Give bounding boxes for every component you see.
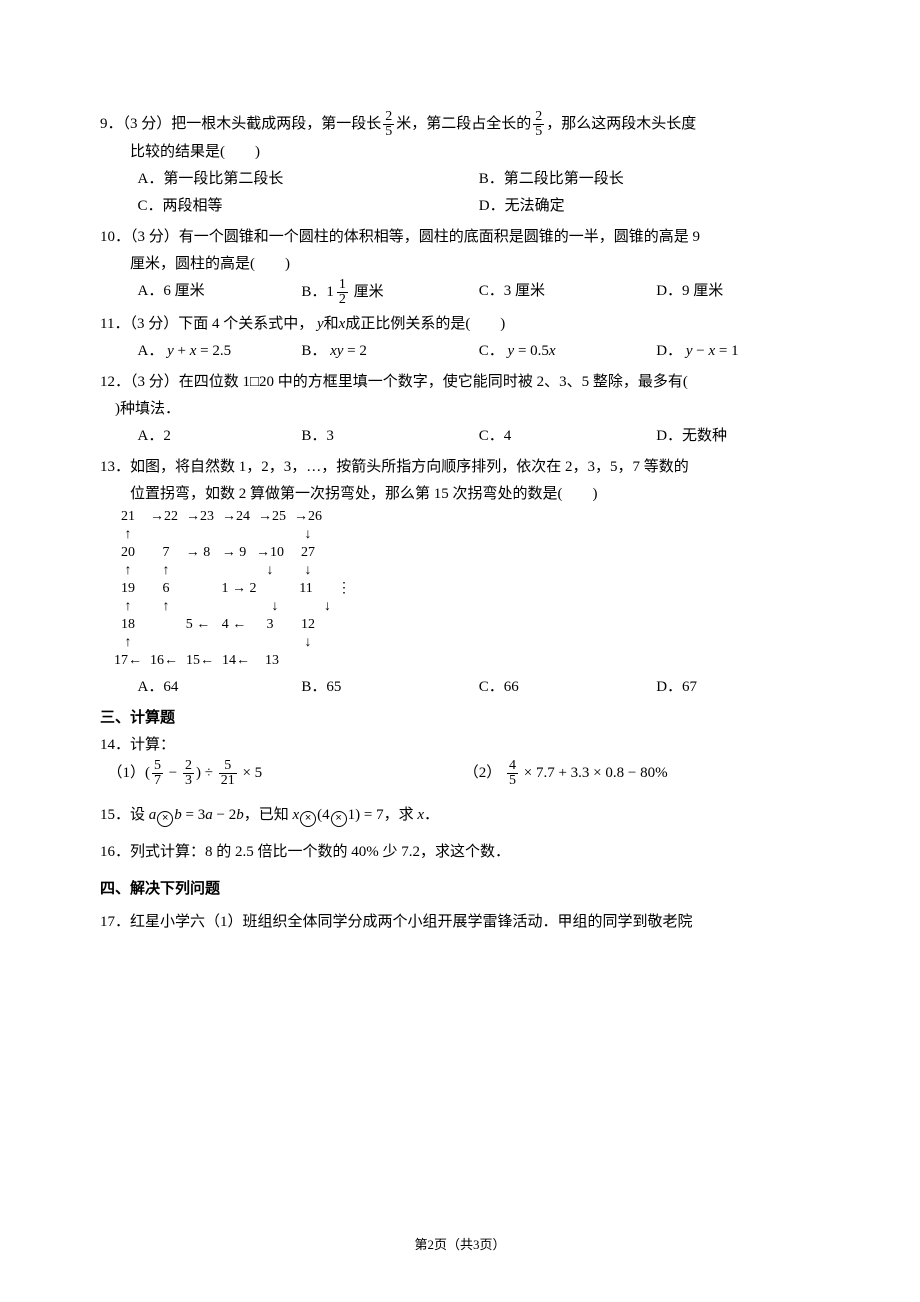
fraction-2-5-a: 25 [383,110,394,139]
q11-option-a: A． y + x = 2.5 [138,338,302,365]
spiral-diagram: 21→22→23→24→25→26 ↑↓ 207→ 8→ 9→1027 ↑↑↓↓… [110,508,820,670]
q10-line2: 厘米，圆柱的高是( ) [100,251,820,278]
page: 9．（3 分）把一根木头截成两段，第一段长25米，第二段占全长的25，那么这两段… [0,0,920,1302]
var-a2: a [205,807,213,823]
q10-option-a: A．6 厘米 [138,278,302,307]
question-15: 15．设 a×b = 3a − 2b，已知 x×(4×1) = 7，求 x． [100,802,820,829]
otimes-icon: × [157,811,173,827]
q14-parts: （1）(57 − 23) ÷ 521 × 5 （2） 45 × 7.7 + 3.… [100,759,820,788]
q15-eq: = 3 [182,807,205,823]
question-10: 10．（3 分）有一个圆锥和一个圆柱的体积相等，圆柱的底面积是圆锥的一半，圆锥的… [100,224,820,307]
question-16: 16．列式计算：8 的 2.5 倍比一个数的 40% 少 7.2，求这个数． [100,839,820,866]
otimes-icon-3: × [331,811,347,827]
q15-mid: ，已知 [244,807,293,823]
q12-option-d: D．无数种 [656,423,820,450]
question-17: 17．红星小学六（1）班组织全体同学分成两个小组开展学雷锋活动．甲组的同学到敬老… [100,909,820,936]
q11-stem: 11．（3 分）下面 4 个关系式中， y和x成正比例关系的是( ) [100,311,820,338]
var-x-2: x [292,807,299,823]
q12-option-b: B．3 [301,423,478,450]
section-3-title: 三、计算题 [100,705,820,732]
q12-option-a: A．2 [138,423,302,450]
q10-option-b: B．112 厘米 [301,278,478,307]
mixed-1-1-2: 112 [326,278,350,307]
q13-option-c: C．66 [479,674,656,701]
question-14: 14．计算： （1）(57 − 23) ÷ 521 × 5 （2） 45 × 7… [100,732,820,788]
q9-option-b: B．第二段比第一段长 [479,166,820,193]
q15-dot: ． [424,807,439,823]
q12-options: A．2 B．3 C．4 D．无数种 [100,423,820,450]
q10-option-c: C．3 厘米 [479,278,656,307]
q13-options: A．64 B．65 C．66 D．67 [100,674,820,701]
q10-option-d: D．9 厘米 [656,278,820,307]
section-4-title: 四、解决下列问题 [100,876,820,903]
q14-part-2: （2） 45 × 7.7 + 3.3 × 0.8 − 80% [464,759,820,788]
q11-and: 和 [324,316,339,332]
q9-text-3: ，那么这两段木头长度 [546,116,696,132]
q9-options-row1: A．第一段比第二段长 B．第二段比第一段长 [100,166,820,193]
q15-eq7: = 7 [360,807,383,823]
q13-option-d: D．67 [656,674,820,701]
q13-option-a: A．64 [138,674,302,701]
question-9: 9．（3 分）把一根木头截成两段，第一段长25米，第二段占全长的25，那么这两段… [100,110,820,220]
q10b-prefix: B． [301,284,326,300]
var-a: a [149,807,157,823]
q12-line1: 12．（3 分）在四位数 1□20 中的方框里填一个数字，使它能同时被 2、3、… [100,369,820,396]
q14-stem: 14．计算： [100,732,820,759]
q11-option-c: C． y = 0.5x [479,338,656,365]
q11-option-d: D． y − x = 1 [656,338,820,365]
q12-line1b: )种填法． [100,396,820,423]
q15-tail: ，求 [384,807,418,823]
q13-line2: 位置拐弯，如数 2 算做第一次拐弯处，那么第 15 次拐弯处的数是( ) [100,481,820,508]
q15-paren: (4 [317,807,330,823]
question-11: 11．（3 分）下面 4 个关系式中， y和x成正比例关系的是( ) A． y … [100,311,820,365]
q14-part-1: （1）(57 − 23) ÷ 521 × 5 [108,759,464,788]
q13-option-b: B．65 [301,674,478,701]
q11-text-1: 11．（3 分）下面 4 个关系式中， [100,316,313,332]
q10-line1: 10．（3 分）有一个圆锥和一个圆柱的体积相等，圆柱的底面积是圆锥的一半，圆锥的… [100,224,820,251]
q9-line2: 比较的结果是( ) [100,139,820,166]
q9-stem: 9．（3 分）把一根木头截成两段，第一段长25米，第二段占全长的25，那么这两段… [100,110,820,139]
var-b2: b [236,807,244,823]
q10b-suffix: 厘米 [354,284,384,300]
q15-text-1: 15．设 [100,807,149,823]
q11-options: A． y + x = 2.5 B． xy = 2 C． y = 0.5x D． … [100,338,820,365]
var-y: y [317,316,324,332]
q9-option-c: C．两段相等 [138,193,479,220]
var-b: b [174,807,182,823]
q9-option-d: D．无法确定 [479,193,820,220]
q12-option-c: C．4 [479,423,656,450]
q9-text-2: 米，第二段占全长的 [396,116,531,132]
question-13: 13．如图，将自然数 1，2，3，…，按箭头所指方向顺序排列，依次在 2，3，5… [100,454,820,701]
question-12: 12．（3 分）在四位数 1□20 中的方框里填一个数字，使它能同时被 2、3、… [100,369,820,450]
q15-minus: − 2 [213,807,236,823]
otimes-icon-2: × [300,811,316,827]
page-footer: 第2页（共3页） [0,1233,920,1256]
q13-line1: 13．如图，将自然数 1，2，3，…，按箭头所指方向顺序排列，依次在 2，3，5… [100,454,820,481]
q9-option-a: A．第一段比第二段长 [138,166,479,193]
q15-one: 1) [348,807,361,823]
q9-text-1: 9．（3 分）把一根木头截成两段，第一段长 [100,116,381,132]
q10-options: A．6 厘米 B．112 厘米 C．3 厘米 D．9 厘米 [100,278,820,307]
q9-options-row2: C．两段相等 D．无法确定 [100,193,820,220]
fraction-2-5-b: 25 [533,110,544,139]
q11-option-b: B． xy = 2 [301,338,478,365]
q11-tail: 成正比例关系的是( ) [345,316,505,332]
